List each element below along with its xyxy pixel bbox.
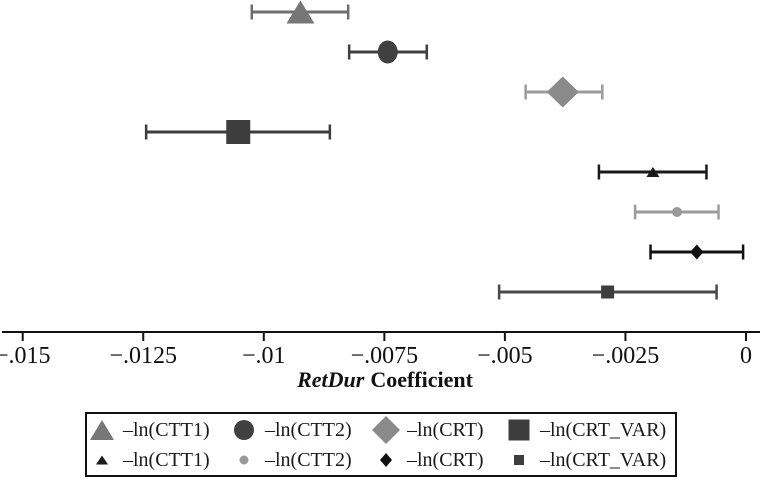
legend-item: –ln(CRT) <box>369 415 484 445</box>
x-tick-label: −.015 <box>0 343 50 369</box>
large-diamond-marker-icon <box>372 416 400 444</box>
x-tick-label: −.0025 <box>592 343 660 369</box>
small-triangle-marker-icon <box>96 455 108 465</box>
legend-label: –ln(CRT_VAR) <box>540 418 667 441</box>
legend-label: –ln(CTT2) <box>265 418 352 441</box>
legend-item: –ln(CRT_VAR) <box>502 445 666 475</box>
legend-marker <box>234 420 254 440</box>
small-diamond-marker-icon <box>690 244 704 260</box>
legend-marker <box>90 420 114 440</box>
x-tick-label: −.0075 <box>351 343 419 369</box>
x-tick-label: −.005 <box>477 343 533 369</box>
series-small-diamond <box>649 244 745 260</box>
legend-item: –ln(CTT1) <box>85 445 210 475</box>
x-axis-title-rest: Coefficient <box>370 367 473 392</box>
legend-item: –ln(CRT_VAR) <box>502 415 666 445</box>
legend-marker <box>508 419 530 441</box>
large-square-marker-icon <box>508 419 530 441</box>
large-triangle-marker-icon <box>90 420 114 440</box>
x-tick-label: −.01 <box>242 343 286 369</box>
legend-item: –ln(CRT) <box>369 445 484 475</box>
series-large-square <box>144 120 332 144</box>
small-circle-marker-icon <box>672 207 683 217</box>
small-circle-marker-icon <box>239 455 249 465</box>
legend-marker <box>239 455 249 465</box>
legend-marker <box>514 455 524 465</box>
series-large-circle <box>347 40 429 64</box>
series-large-diamond <box>524 76 604 108</box>
small-square-marker-icon <box>601 285 615 299</box>
legend-item: –ln(CTT2) <box>227 415 352 445</box>
small-diamond-marker-icon <box>380 453 392 467</box>
legend: –ln(CTT1) –ln(CTT2) –ln(CRT) –ln(CRT_VAR) –l… <box>85 412 677 477</box>
legend-marker <box>96 455 108 465</box>
series-small-triangle <box>597 164 708 180</box>
large-diamond-marker-icon <box>546 76 579 108</box>
large-circle-marker-icon <box>234 420 254 440</box>
small-triangle-marker-icon <box>646 167 660 177</box>
x-tick-label: −.0125 <box>109 343 177 369</box>
legend-label: –ln(CRT_VAR) <box>540 448 667 471</box>
large-triangle-marker-icon <box>286 0 315 24</box>
legend-label: –ln(CTT1) <box>123 448 210 471</box>
legend-label: –ln(CTT1) <box>123 418 210 441</box>
large-square-marker-icon <box>226 120 251 144</box>
series-small-circle <box>633 204 720 220</box>
legend-label: –ln(CRT) <box>407 448 484 471</box>
legend-marker <box>372 416 400 444</box>
x-axis-title-italic: RetDur <box>297 367 365 392</box>
legend-label: –ln(CRT) <box>407 418 484 441</box>
legend-marker <box>380 453 392 467</box>
large-circle-marker-icon <box>377 40 398 64</box>
small-square-marker-icon <box>514 455 524 465</box>
legend-item: –ln(CTT2) <box>227 445 352 475</box>
legend-label: –ln(CTT2) <box>265 448 352 471</box>
x-tick-label: 0 <box>740 343 752 369</box>
x-axis-title: RetDur Coefficient <box>10 367 760 393</box>
legend-item: –ln(CTT1) <box>85 415 210 445</box>
series-large-triangle <box>250 0 350 24</box>
series-small-square <box>497 284 718 300</box>
